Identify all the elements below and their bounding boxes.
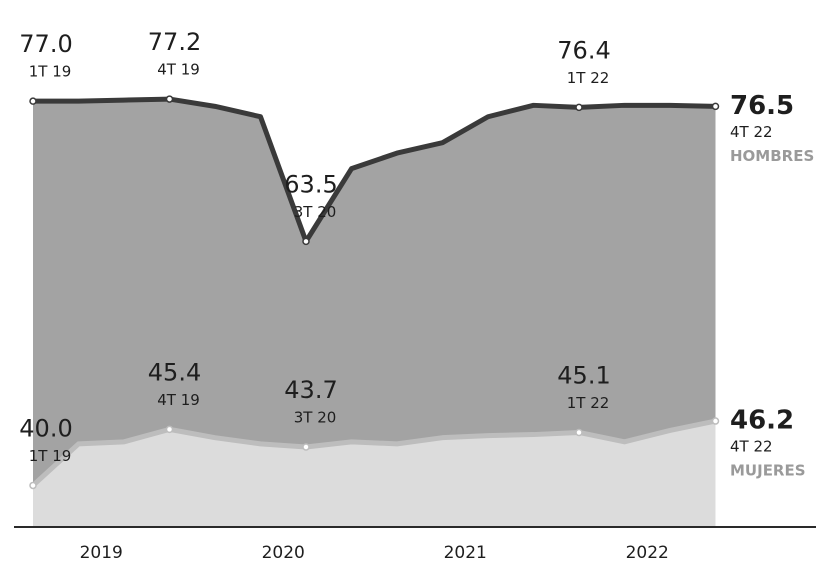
point bbox=[302, 237, 310, 246]
value-label: 77.2 bbox=[148, 28, 201, 56]
x-tick-label: 2020 bbox=[262, 543, 305, 563]
point bbox=[302, 443, 310, 451]
point bbox=[575, 428, 583, 437]
quarter-label: 1T 19 bbox=[29, 63, 72, 81]
value-label: 45.4 bbox=[148, 358, 201, 386]
value-label: 45.1 bbox=[557, 361, 610, 389]
quarter-label: 1T 22 bbox=[567, 69, 610, 87]
x-tick-label: 2021 bbox=[444, 543, 487, 563]
value-label: 76.4 bbox=[557, 36, 610, 64]
quarter-label: 4T 19 bbox=[157, 61, 200, 79]
quarter-label: 4T 22 bbox=[730, 438, 773, 456]
point bbox=[711, 102, 720, 111]
quarter-label: 3T 20 bbox=[294, 409, 337, 427]
quarter-label: 1T 19 bbox=[29, 447, 72, 465]
line bbox=[33, 96, 716, 244]
quarter-label: 4T 19 bbox=[157, 391, 200, 409]
series-name: MUJERES bbox=[730, 462, 806, 480]
value-label: 63.5 bbox=[284, 170, 337, 198]
area bbox=[33, 421, 716, 527]
quarter-label: 3T 20 bbox=[294, 203, 337, 221]
line bbox=[31, 418, 717, 488]
point bbox=[165, 425, 174, 434]
value-label: 40.0 bbox=[19, 414, 72, 442]
point bbox=[711, 417, 720, 425]
value-label: 76.5 bbox=[730, 91, 794, 121]
series-name: HOMBRES bbox=[730, 147, 814, 165]
point bbox=[29, 481, 37, 490]
point bbox=[575, 103, 583, 112]
point bbox=[29, 97, 37, 105]
point bbox=[165, 95, 174, 103]
value-label: 43.7 bbox=[284, 376, 337, 404]
quarter-label: 1T 22 bbox=[567, 394, 610, 412]
quarter-label: 4T 22 bbox=[730, 123, 773, 141]
x-tick-label: 2022 bbox=[626, 543, 669, 563]
value-label: 46.2 bbox=[730, 406, 794, 436]
value-label: 77.0 bbox=[19, 30, 72, 58]
x-tick-label: 2019 bbox=[80, 543, 123, 563]
area bbox=[33, 99, 716, 527]
